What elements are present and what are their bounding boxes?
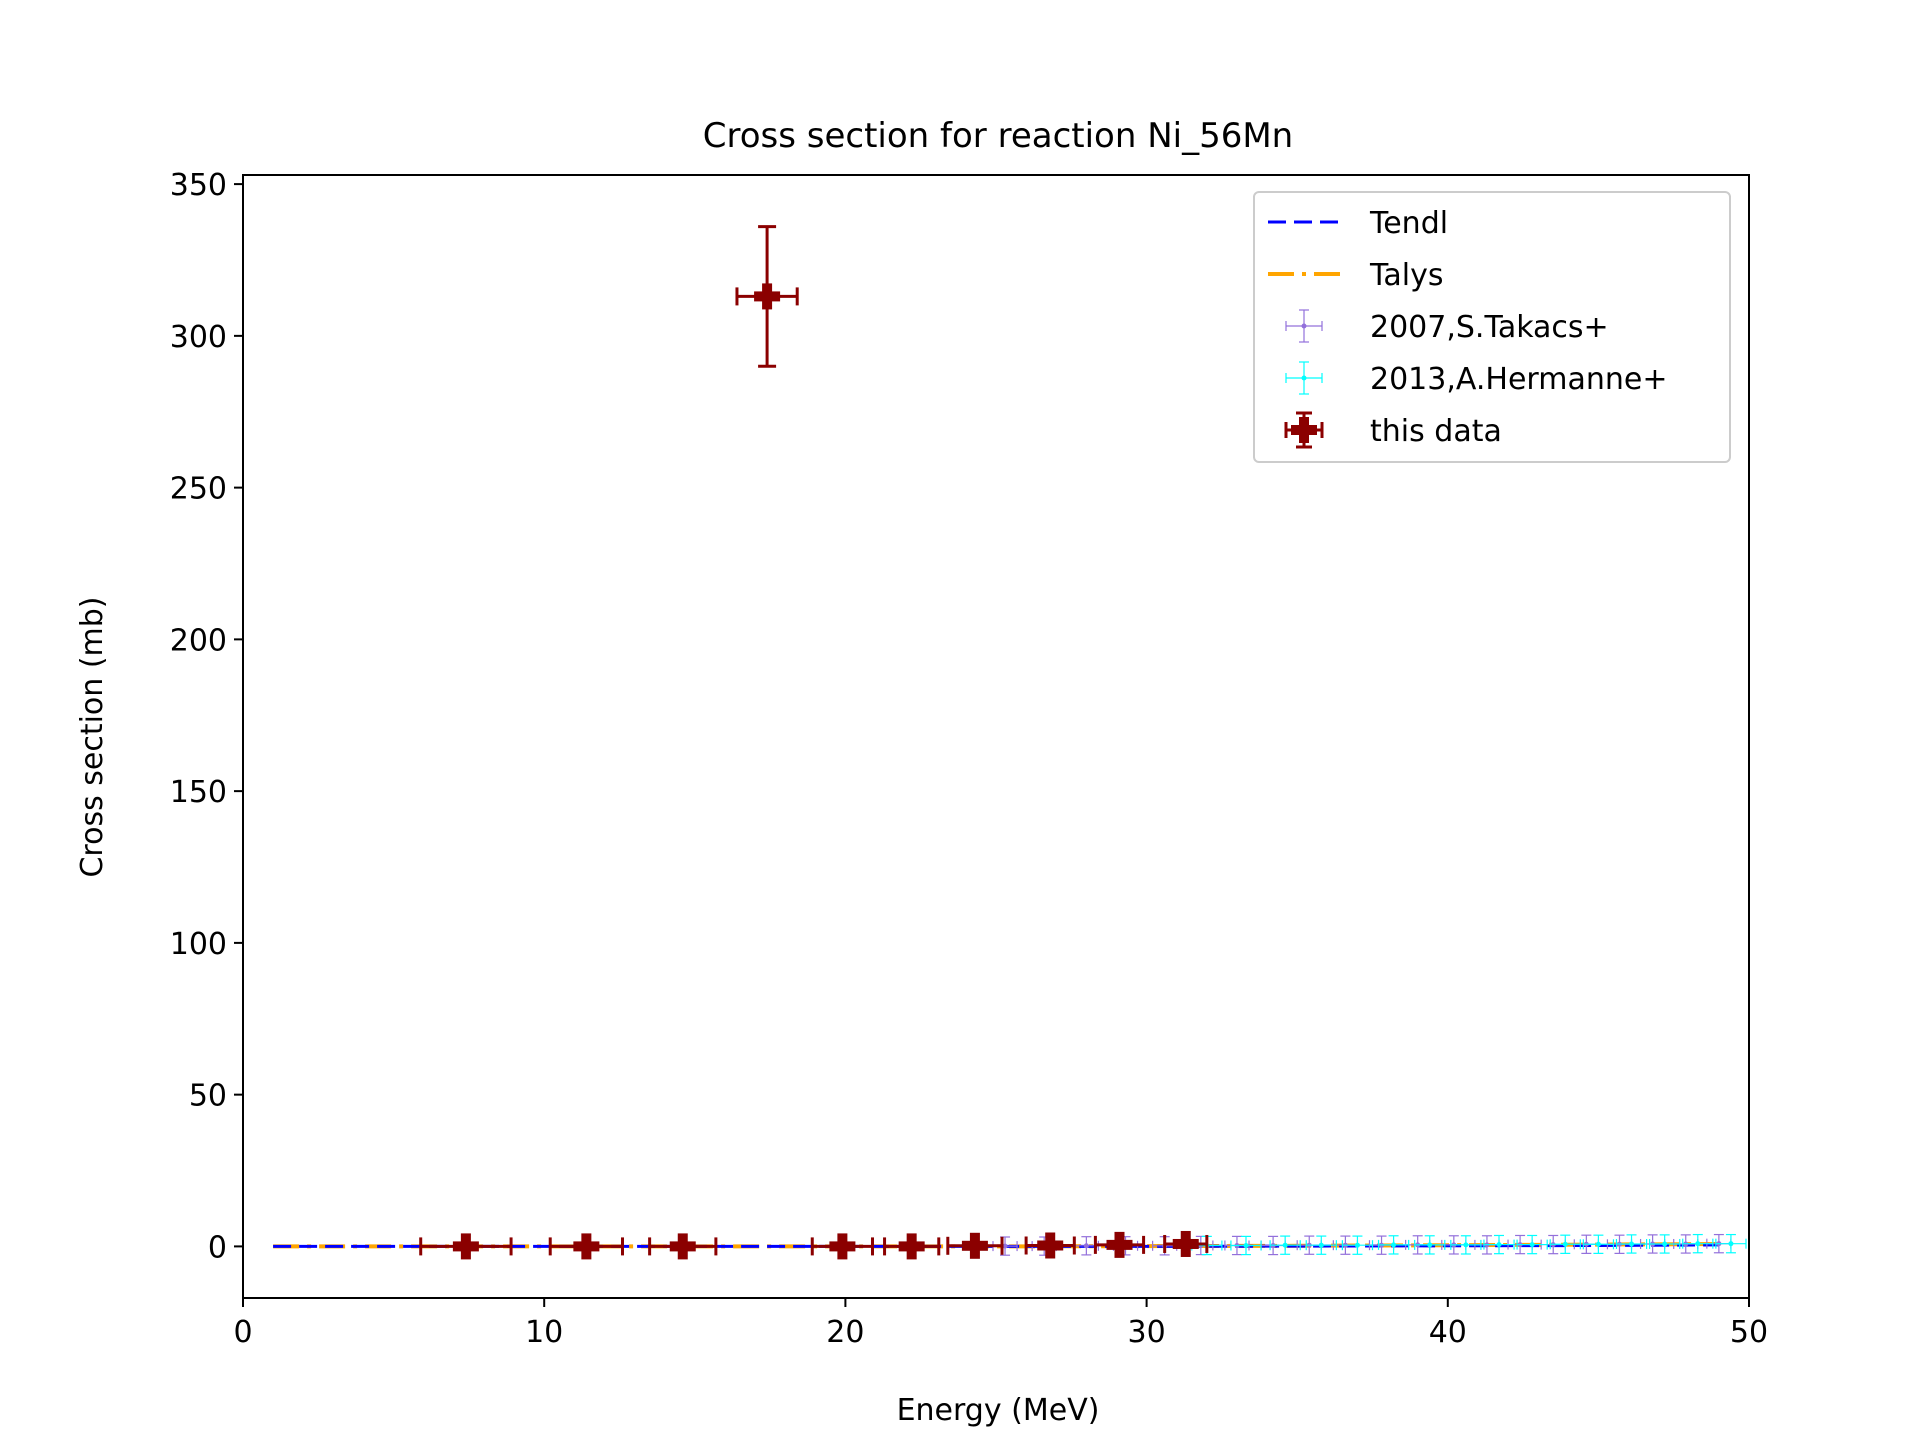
legend-swatch xyxy=(1301,323,1307,329)
takacs-marker xyxy=(1002,1243,1008,1249)
this-data-point xyxy=(946,1232,1004,1259)
this-data-marker xyxy=(581,1233,592,1260)
legend-entry: Talys xyxy=(1268,258,1443,293)
hermanne-marker xyxy=(1427,1242,1433,1248)
hermanne-point xyxy=(1715,1233,1747,1254)
this-data-point xyxy=(648,1233,718,1260)
x-tick-label: 20 xyxy=(826,1315,864,1350)
x-tick-label: 40 xyxy=(1429,1315,1467,1350)
this-data-marker xyxy=(906,1233,917,1260)
this-data-point xyxy=(1093,1231,1146,1258)
legend-box xyxy=(1253,191,1731,463)
hermanne-marker xyxy=(1391,1242,1397,1248)
hermanne-marker xyxy=(1463,1242,1469,1248)
legend-label: 2007,S.Takacs+ xyxy=(1370,310,1609,345)
legend-entry: 2013,A.Hermanne+ xyxy=(1285,361,1667,397)
hermanne-point xyxy=(1549,1234,1581,1254)
legend-label: Tendl xyxy=(1369,206,1448,241)
legend-label: Talys xyxy=(1369,258,1443,293)
this-data-marker xyxy=(969,1232,980,1259)
hermanne-marker xyxy=(1662,1241,1668,1247)
plot-frame xyxy=(242,174,1750,1299)
y-tick-label: 200 xyxy=(170,623,227,658)
hermanne-marker xyxy=(1695,1241,1701,1247)
y-tick-label: 150 xyxy=(170,775,227,810)
x-tick-label: 50 xyxy=(1730,1315,1768,1350)
legend-label: this data xyxy=(1370,414,1502,449)
legend: Tendl Talys 2007,S.Takacs+ 2013,A.Hermanne+… xyxy=(1253,191,1731,463)
hermanne-point xyxy=(1269,1235,1301,1255)
hermanne-marker xyxy=(1728,1241,1734,1247)
takacs-point xyxy=(1073,1236,1100,1256)
hermanne-point xyxy=(1649,1234,1681,1254)
hermanne-point xyxy=(1450,1235,1482,1255)
plot-content xyxy=(273,225,1747,1260)
y-axis-label: Cross section (mb) xyxy=(75,596,110,877)
hermanne-marker xyxy=(1354,1242,1360,1248)
this-data-point xyxy=(810,1233,875,1260)
hermanne-marker xyxy=(1529,1242,1535,1248)
hermanne-point xyxy=(1230,1235,1262,1256)
hermanne-marker xyxy=(1629,1241,1635,1247)
x-axis-label: Energy (MeV) xyxy=(897,1393,1100,1428)
legend-label: 2013,A.Hermanne+ xyxy=(1370,362,1667,397)
this-data-point xyxy=(419,1233,513,1260)
this-data-point xyxy=(883,1233,941,1260)
hermanne-marker xyxy=(1595,1241,1601,1247)
axes: 0 10 20 30 40 50 0 50 100 150 200 250 300 350 xyxy=(170,168,1768,1350)
y-tick-label: 50 xyxy=(189,1079,227,1114)
this-data-marker xyxy=(677,1233,688,1260)
hermanne-point xyxy=(1414,1235,1446,1255)
legend-swatch xyxy=(1299,417,1309,443)
this-data-marker xyxy=(460,1233,471,1260)
x-tick-label: 30 xyxy=(1128,1315,1166,1350)
y-tick-label: 300 xyxy=(170,320,227,355)
hermanne-point xyxy=(1516,1234,1548,1255)
hermanne-marker xyxy=(1282,1242,1288,1248)
hermanne-point xyxy=(1341,1235,1374,1255)
y-tick-label: 350 xyxy=(170,168,227,203)
hermanne-point xyxy=(1615,1234,1648,1254)
hermanne-marker xyxy=(1562,1241,1568,1247)
hermanne-marker xyxy=(1243,1242,1249,1248)
this-data-marker xyxy=(837,1233,848,1260)
takacs-marker xyxy=(1083,1243,1089,1249)
this-data-marker xyxy=(762,283,773,310)
this-data-point xyxy=(735,225,799,368)
chart-title: Cross section for reaction Ni_56Mn xyxy=(703,116,1293,156)
legend-swatch xyxy=(1301,375,1307,381)
legend-entry: Tendl xyxy=(1268,206,1448,241)
x-tick-label: 10 xyxy=(525,1315,563,1350)
this-data-point xyxy=(1163,1230,1209,1257)
this-data-point xyxy=(1024,1232,1076,1259)
this-data-marker xyxy=(1180,1230,1191,1257)
x-tick-label: 0 xyxy=(233,1315,252,1350)
hermanne-marker xyxy=(1318,1242,1324,1248)
y-tick-label: 250 xyxy=(170,472,227,507)
this-data-point xyxy=(548,1233,625,1260)
hermanne-point xyxy=(1377,1235,1410,1255)
y-tick-label: 100 xyxy=(170,927,227,962)
legend-entry: 2007,S.Takacs+ xyxy=(1285,309,1609,345)
this-data-marker xyxy=(1114,1231,1125,1258)
data-area xyxy=(273,225,1747,1260)
y-tick-label: 0 xyxy=(208,1230,227,1265)
this-data-marker xyxy=(1045,1232,1056,1259)
legend-entry: this data xyxy=(1284,411,1502,449)
hermanne-point xyxy=(1305,1235,1337,1255)
hermanne-point xyxy=(1682,1233,1714,1254)
hermanne-point xyxy=(1582,1234,1615,1254)
hermanne-point xyxy=(1483,1234,1515,1255)
hermanne-marker xyxy=(1496,1242,1502,1248)
